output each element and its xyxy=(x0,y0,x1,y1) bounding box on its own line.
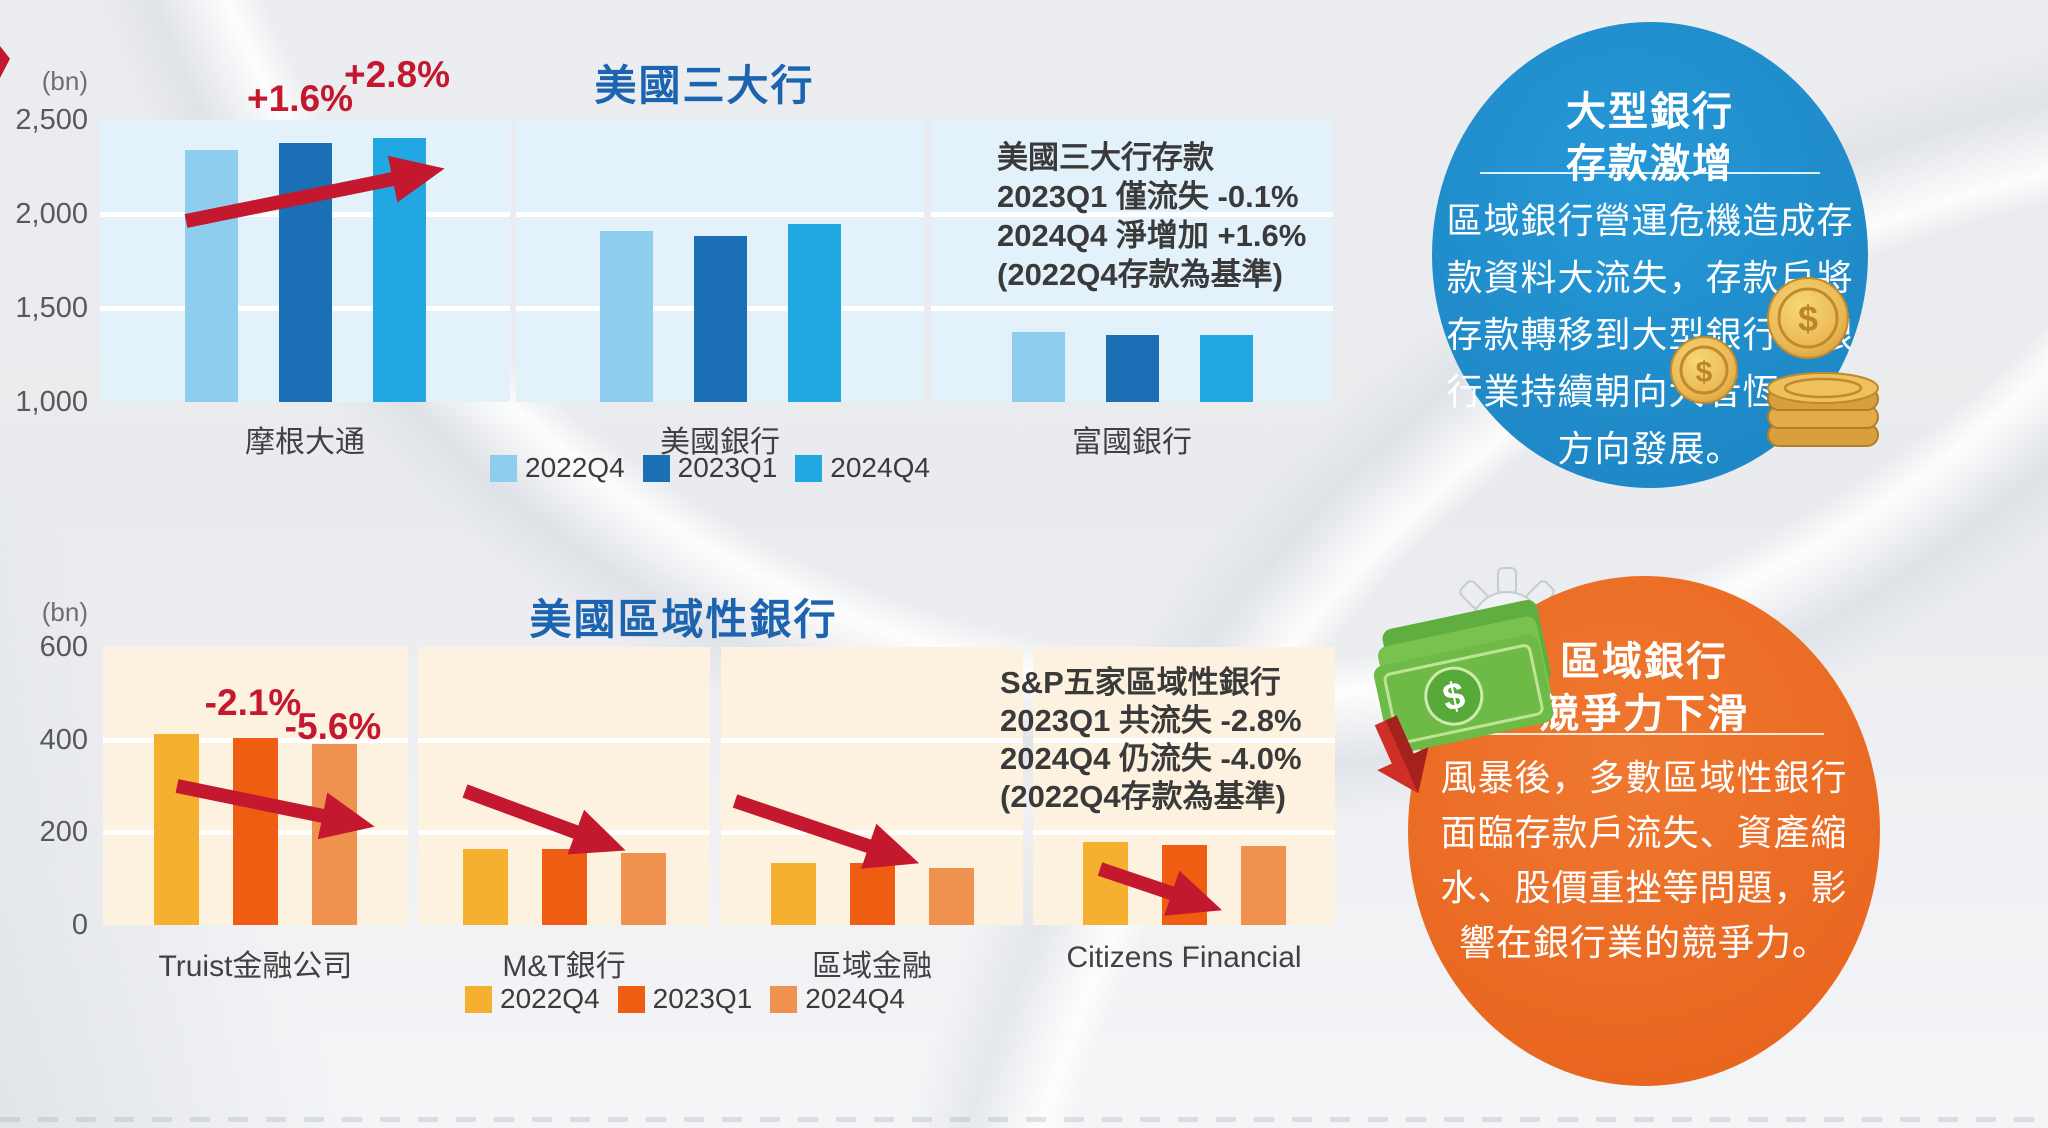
note-line: S&P五家區域性銀行 xyxy=(1000,665,1281,700)
note-line: 2023Q1 共流失 -2.8% xyxy=(1000,703,1302,738)
pct-annotation: +1.6% xyxy=(247,78,353,119)
bar xyxy=(599,230,653,402)
decor-red-sliver xyxy=(0,46,10,78)
legend: 2022Q4 2023Q1 2024Q4 xyxy=(465,983,923,1015)
bar xyxy=(1199,335,1253,402)
bar xyxy=(787,224,841,402)
plot-panel xyxy=(418,647,710,925)
grid-line xyxy=(418,830,710,836)
bar xyxy=(1011,332,1065,402)
legend-label: 2024Q4 xyxy=(805,983,905,1014)
plot-panel xyxy=(931,120,1333,402)
pct-annotation: -2.1% xyxy=(204,682,302,723)
grid-line xyxy=(1033,737,1335,743)
category-label: 富國銀行 xyxy=(1072,426,1192,459)
bottom-chart-title: 美國區域性銀行 xyxy=(529,596,838,643)
plot-panel xyxy=(1033,647,1335,925)
note-line: 美國三大行存款 xyxy=(997,140,1214,175)
category-label: M&T銀行 xyxy=(502,950,626,983)
plot-panel xyxy=(721,647,1023,925)
grid-line xyxy=(721,830,1023,836)
y-tick-label: 0 xyxy=(71,909,88,941)
chart-note: 美國三大行存款 2023Q1 僅流失 -0.1% 2024Q4 淨增加 +1.6% (… xyxy=(997,138,1306,294)
bar xyxy=(541,849,587,925)
legend-swatch xyxy=(770,985,798,1013)
pct-annotation: +2.8% xyxy=(344,54,450,95)
grid-line xyxy=(931,212,1333,217)
legend-label: 2022Q4 xyxy=(525,452,625,483)
bar xyxy=(1105,335,1159,402)
category-label: 區域金融 xyxy=(812,950,932,983)
legend-label: 2024Q4 xyxy=(830,452,930,483)
legend-item: 2024Q4 xyxy=(770,983,905,1015)
bar xyxy=(154,733,199,925)
callout-big-banks: 大型銀行 存款激增 區域銀行營運危機造成存 款資料大流失，存款戶將 存款轉移到大… xyxy=(1432,22,1868,488)
note-line: 2023Q1 僅流失 -0.1% xyxy=(997,179,1299,214)
callout-divider xyxy=(1480,172,1820,174)
grid-line xyxy=(931,306,1333,311)
callout-body: 區域銀行營運危機造成存 款資料大流失，存款戶將 存款轉移到大型銀行，銀 行業持續… xyxy=(1446,200,1854,469)
note-line: (2022Q4存款為基準) xyxy=(1000,779,1286,814)
legend-swatch xyxy=(617,985,645,1013)
legend-swatch xyxy=(642,454,670,482)
y-tick-label: 400 xyxy=(39,723,88,756)
callout-divider xyxy=(1464,733,1824,735)
legend-item: 2022Q4 xyxy=(465,983,600,1015)
grid-line xyxy=(721,737,1023,743)
category-label: Truist金融公司 xyxy=(158,950,353,983)
bar xyxy=(233,737,278,925)
top-chart-title: 美國三大行 xyxy=(594,62,815,109)
y-axis-unit-label: (bn) xyxy=(41,66,88,96)
y-tick-label: 2,000 xyxy=(15,198,88,230)
y-tick-label: 2,500 xyxy=(15,104,88,136)
legend-item: 2023Q1 xyxy=(617,983,753,1015)
legend-item: 2024Q4 xyxy=(795,452,930,484)
callout-body: 風暴後，多數區域性銀行 面臨存款戶流失、資產縮 水、股價重挫等問題，影 響在銀行… xyxy=(1440,757,1848,963)
legend-item: 2022Q4 xyxy=(490,452,625,484)
decor-bottom-dashes xyxy=(0,1117,2048,1122)
bar xyxy=(620,852,666,925)
bar xyxy=(1240,845,1286,925)
legend-swatch xyxy=(490,454,517,482)
bar xyxy=(849,863,895,925)
chart-note: S&P五家區域性銀行 2023Q1 共流失 -2.8% 2024Q4 仍流失 -4.… xyxy=(1000,664,1302,816)
callout-title: 區域銀行 競爭力下滑 xyxy=(1539,640,1749,736)
bar xyxy=(462,849,508,925)
pct-annotation: -5.6% xyxy=(284,706,382,747)
legend-swatch xyxy=(795,454,823,482)
y-tick-label: 600 xyxy=(39,631,88,663)
bar xyxy=(312,744,357,925)
category-label: 摩根大通 xyxy=(245,426,365,459)
y-tick-label: 1,000 xyxy=(15,386,88,418)
bar xyxy=(693,235,747,402)
category-label: Citizens Financial xyxy=(1066,941,1302,974)
legend-label: 2022Q4 xyxy=(500,983,600,1014)
note-line: (2022Q4存款為基準) xyxy=(997,257,1283,292)
bar xyxy=(1082,841,1128,925)
y-tick-label: 200 xyxy=(39,816,88,849)
y-tick-label: 1,500 xyxy=(15,292,88,324)
bar xyxy=(928,868,974,925)
grid-line xyxy=(1033,830,1335,836)
note-line: 2024Q4 仍流失 -4.0% xyxy=(1000,741,1302,776)
callout-title: 大型銀行 存款激增 xyxy=(1566,90,1734,186)
callout-regional-banks: 區域銀行 競爭力下滑 風暴後，多數區域性銀行 面臨存款戶流失、資產縮 水、股價重… xyxy=(1408,576,1880,1086)
legend-label: 2023Q1 xyxy=(652,983,753,1014)
bar xyxy=(1161,845,1207,925)
legend: 2022Q4 2023Q1 2024Q4 xyxy=(490,452,948,484)
note-line: 2024Q4 淨增加 +1.6% xyxy=(997,218,1307,253)
grid-line xyxy=(418,737,710,743)
plot-panel xyxy=(516,120,924,402)
bar xyxy=(770,863,816,925)
legend-item: 2023Q1 xyxy=(642,452,778,484)
grid-line xyxy=(516,212,924,217)
legend-swatch xyxy=(465,985,492,1013)
category-label: 美國銀行 xyxy=(660,426,780,459)
y-axis-unit-label: (bn) xyxy=(41,597,88,627)
legend-label: 2023Q1 xyxy=(677,452,778,483)
